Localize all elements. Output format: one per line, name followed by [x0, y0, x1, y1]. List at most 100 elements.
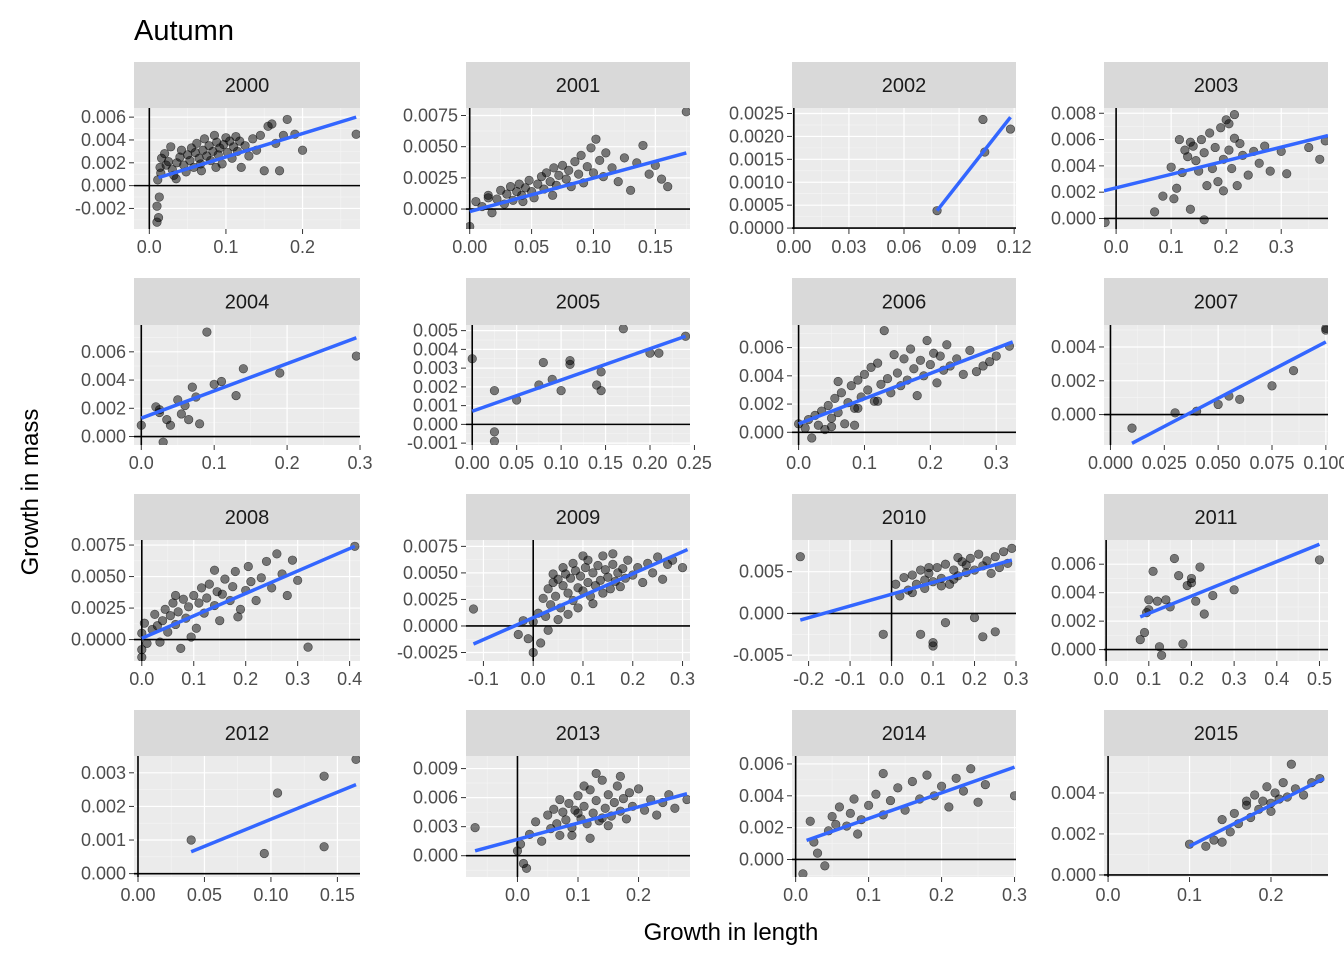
- panel-strip: [134, 494, 360, 540]
- y-tick-label: 0.002: [739, 394, 784, 414]
- data-point: [466, 221, 475, 229]
- data-point: [513, 629, 523, 640]
- y-tick-label: 0.000: [739, 422, 784, 442]
- panel-2014: 2014 0.0 0.1 0.2 0.3 0.000 0.002 0.004 0.006: [739, 710, 1027, 905]
- data-point: [173, 607, 183, 617]
- y-tick-label: 0.0075: [403, 536, 458, 556]
- data-point: [1286, 759, 1296, 769]
- fit-line: [190, 782, 357, 854]
- y-tick-label: 0.004: [413, 339, 458, 359]
- data-point: [564, 165, 574, 175]
- fit-line: [1131, 340, 1327, 445]
- y-tick-label: 0.004: [81, 370, 126, 390]
- data-point: [161, 160, 171, 170]
- data-point: [608, 549, 618, 559]
- data-point: [853, 829, 863, 839]
- data-point: [1170, 408, 1180, 418]
- x-tick-label: 0.00: [120, 885, 155, 905]
- x-tick-label: 0.3: [1002, 885, 1027, 905]
- x-tick-label: 0.2: [275, 453, 300, 473]
- data-point: [579, 781, 589, 791]
- x-tick-label: 0.2: [1214, 237, 1239, 257]
- y-tick-label: 0.004: [739, 786, 784, 806]
- y-tick-label: 0.000: [81, 427, 126, 447]
- data-point: [969, 613, 980, 623]
- panel-strip: [1104, 494, 1328, 540]
- data-point: [1282, 169, 1292, 179]
- x-tick-label: 0.15: [638, 237, 673, 257]
- data-point: [215, 616, 225, 626]
- data-point: [863, 385, 873, 395]
- data-point: [1321, 325, 1328, 333]
- data-point: [621, 814, 632, 824]
- x-tick-label: 0.1: [1177, 885, 1202, 905]
- fit-line: [469, 151, 687, 214]
- data-point: [866, 362, 876, 372]
- data-point: [351, 351, 360, 361]
- panel-strip-label: 2010: [882, 507, 927, 529]
- y-tick-label: 0.0000: [403, 199, 458, 219]
- data-point: [1262, 782, 1272, 792]
- data-point: [1185, 204, 1196, 214]
- data-points: [152, 114, 360, 227]
- data-point: [878, 768, 888, 779]
- y-tick-label: 0.000: [1051, 405, 1096, 425]
- data-point: [565, 573, 576, 583]
- data-point: [489, 386, 500, 396]
- data-point: [209, 565, 220, 575]
- data-point: [940, 559, 951, 569]
- y-tick-label: 0.006: [1051, 130, 1096, 150]
- data-point: [1166, 162, 1176, 172]
- data-point: [160, 149, 170, 159]
- data-point: [303, 642, 313, 652]
- panel-strip: [134, 278, 360, 325]
- panel-gridlines: [466, 540, 690, 661]
- data-point: [1216, 123, 1226, 133]
- data-point: [267, 119, 277, 129]
- x-tick-label: 0.03: [831, 237, 866, 257]
- data-point: [523, 634, 533, 644]
- data-point: [1232, 180, 1242, 191]
- data-point: [248, 134, 258, 144]
- x-tick-label: 0.1: [213, 237, 238, 257]
- data-point: [951, 773, 961, 783]
- data-point: [619, 153, 630, 163]
- x-tick-label: 0.1: [181, 669, 206, 689]
- data-point: [615, 771, 625, 781]
- data-point: [936, 781, 947, 791]
- data-point: [192, 138, 202, 148]
- data-point: [165, 420, 176, 430]
- x-tick-label: 0.0: [1104, 237, 1129, 257]
- data-point: [166, 142, 176, 152]
- data-point: [1205, 128, 1215, 138]
- data-point: [574, 169, 584, 179]
- data-point: [157, 616, 168, 626]
- data-point: [528, 647, 538, 658]
- y-tick-label: 0.002: [739, 818, 784, 838]
- data-point: [1196, 134, 1207, 145]
- data-point: [891, 579, 901, 589]
- data-point: [800, 423, 810, 433]
- data-point: [189, 590, 199, 601]
- data-point: [915, 565, 926, 575]
- panel-2007: 2007 0.000 0.025 0.050 0.075 0.100 0.000 0.002 0…: [1051, 278, 1344, 473]
- fit-line: [935, 116, 1012, 212]
- x-axis-title: Growth in length: [644, 919, 819, 946]
- panel-strip: [466, 62, 690, 108]
- panel-gridlines: [134, 325, 360, 445]
- data-point: [644, 169, 654, 179]
- data-point: [554, 170, 564, 180]
- data-point: [1183, 152, 1193, 162]
- data-point: [907, 570, 917, 580]
- data-point: [859, 369, 870, 380]
- data-point: [538, 593, 548, 603]
- panel-strip-label: 2007: [1194, 292, 1239, 314]
- data-point: [259, 848, 269, 859]
- data-point: [187, 382, 197, 392]
- data-point: [1278, 778, 1288, 788]
- x-tick-label: 0.0: [505, 885, 530, 905]
- data-point: [1191, 596, 1201, 606]
- data-point: [958, 369, 968, 380]
